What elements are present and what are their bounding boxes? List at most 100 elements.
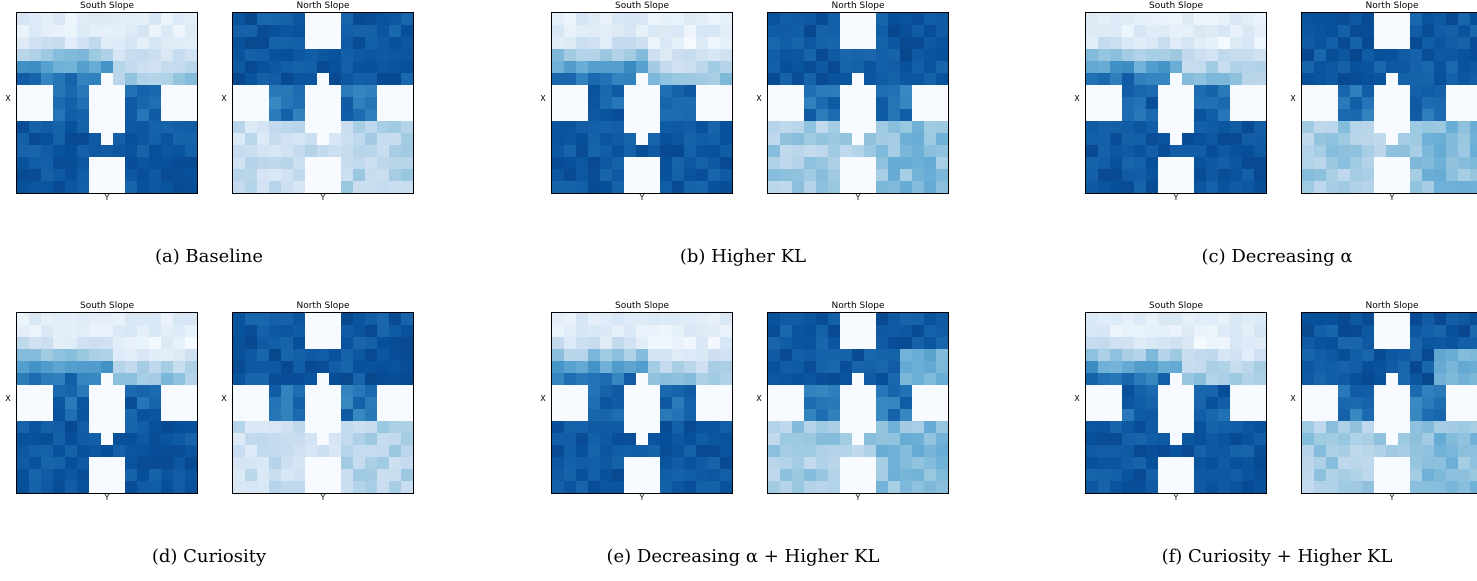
heatmap-cell [1386,445,1398,457]
heatmap-cell [1230,349,1242,361]
heatmap-cell [852,157,864,169]
heatmap-cell [317,97,329,109]
heatmap-cell [864,97,876,109]
heatmap-cell [888,73,900,85]
heatmap-cell [636,469,648,481]
heatmap-cell [852,169,864,181]
heatmap-cell [125,121,137,133]
heatmap-cell [720,313,732,325]
heatmap-cell [804,313,816,325]
heatmap-cell [29,313,41,325]
heatmap-cell [173,421,185,433]
heatmap-cell [708,37,720,49]
heatmap-cell [672,361,684,373]
heatmap-cell [720,97,732,109]
heatmap-cell [780,325,792,337]
heatmap-cell [840,409,852,421]
heatmap-cell [816,157,828,169]
heatmap-cell [1242,121,1254,133]
heatmap-cell [77,373,89,385]
heatmap-cell [185,433,197,445]
heatmap-cell [804,121,816,133]
heatmap-cell [41,481,53,493]
heatmap-cell [1398,109,1410,121]
heatmap-cell [1326,73,1338,85]
heatmap-cell [113,49,125,61]
heatmap-cell [564,13,576,25]
heatmap-cell [684,433,696,445]
heatmap-cell [1458,25,1470,37]
heatmap-cell [1410,349,1422,361]
heatmap-cell [876,61,888,73]
heatmap-cell [1254,445,1266,457]
heatmap-cell [852,181,864,193]
heatmap-cell [41,325,53,337]
heatmap-cell [245,37,257,49]
heatmap-cell [233,181,245,193]
heatmap-cell [840,181,852,193]
heatmap-cell [1158,121,1170,133]
heatmap-cell [1458,133,1470,145]
heatmap-cell [29,97,41,109]
heatmap-cell [1194,133,1206,145]
heatmap-cell [281,133,293,145]
heatmap-cell [552,337,564,349]
heatmap-cell [876,169,888,181]
heatmap-cell [792,37,804,49]
heatmap-cell [828,469,840,481]
heatmap-cell [672,469,684,481]
heatmap-cell [377,325,389,337]
heatmap-cell [1170,85,1182,97]
heatmap-cell [353,109,365,121]
heatmap-cell [161,469,173,481]
heatmap-cell [389,313,401,325]
heatmap-cell [341,37,353,49]
heatmap-cell [1230,361,1242,373]
heatmap-cell [1374,385,1386,397]
heatmap-cell [305,481,317,493]
heatmap-cell [1110,157,1122,169]
heatmap-cell [936,385,948,397]
heatmap-cell [1422,133,1434,145]
heatmap-cell [401,169,413,181]
heatmap-cell [708,421,720,433]
heatmap-cell [816,37,828,49]
heatmap-cell [720,421,732,433]
heatmap-cell [1122,421,1134,433]
heatmap-cell [708,325,720,337]
heatmap-cell [65,121,77,133]
heatmap-cell [1170,445,1182,457]
heatmap-cell [552,457,564,469]
heatmap-cell [185,469,197,481]
heatmap-cell [1254,361,1266,373]
heatmap-cell [1254,97,1266,109]
heatmap-cell [149,469,161,481]
heatmap-cell [1242,37,1254,49]
heatmap-cell [780,109,792,121]
heatmap-cell [1422,61,1434,73]
heatmap-cell [1110,169,1122,181]
heatmap-cell [1218,85,1230,97]
heatmap-cell [876,445,888,457]
heatmap-cell [696,337,708,349]
heatmap-cell [1398,385,1410,397]
heatmap-cell [1398,157,1410,169]
heatmap-cell [1110,37,1122,49]
heatmap-cell [353,49,365,61]
heatmap-cell [768,133,780,145]
heatmap-cell [768,13,780,25]
heatmap-cell [257,181,269,193]
heatmap-cell [1386,385,1398,397]
heatmap-cell [840,133,852,145]
heatmap-cell [816,337,828,349]
heatmap-cell [1470,433,1477,445]
heatmap-cell [65,13,77,25]
heatmap-cell [257,109,269,121]
heatmap-cell [708,409,720,421]
heatmap-cell [1362,409,1374,421]
heatmap-cell [1398,433,1410,445]
heatmap-cell [17,97,29,109]
heatmap-cell [1086,133,1098,145]
heatmap-grid [232,12,414,194]
heatmap-cell [53,397,65,409]
